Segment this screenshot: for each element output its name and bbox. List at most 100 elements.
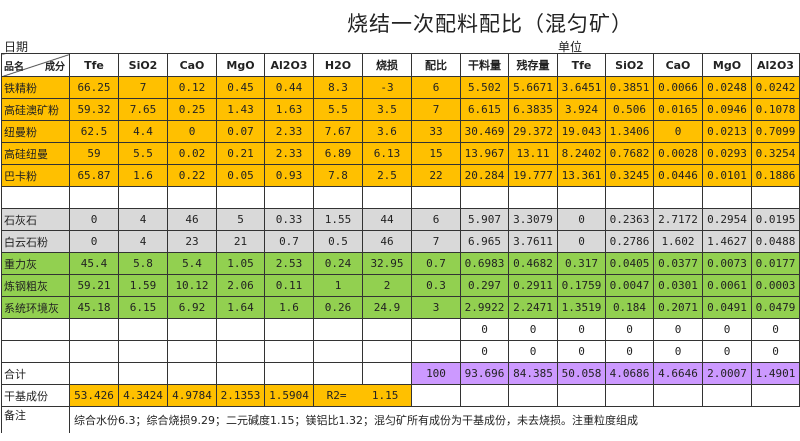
- value-cell[interactable]: [167, 186, 217, 209]
- value-cell[interactable]: 0.44: [264, 76, 314, 99]
- value-cell[interactable]: 0.1886: [751, 164, 800, 187]
- value-cell[interactable]: 0.0073: [702, 252, 752, 275]
- value-cell[interactable]: 46: [362, 230, 412, 253]
- value-cell[interactable]: 19.777: [508, 164, 558, 187]
- value-cell[interactable]: [362, 318, 412, 341]
- value-cell[interactable]: 29.372: [508, 120, 558, 143]
- value-cell[interactable]: 0.0301: [653, 274, 703, 297]
- value-cell[interactable]: 0.0242: [751, 76, 800, 99]
- material-name-cell[interactable]: 炼钢粗灰: [1, 274, 70, 297]
- value-cell[interactable]: 0.0488: [751, 230, 800, 253]
- value-cell[interactable]: 24.9: [362, 296, 412, 319]
- value-cell[interactable]: 5.4: [167, 252, 217, 275]
- value-cell[interactable]: 0: [653, 340, 703, 363]
- column-header[interactable]: Tfe: [69, 53, 119, 77]
- value-cell[interactable]: 0.0047: [605, 274, 654, 297]
- material-name-cell[interactable]: 石灰石: [1, 208, 70, 231]
- value-cell[interactable]: 2.2471: [508, 296, 558, 319]
- value-cell[interactable]: 0: [557, 318, 606, 341]
- value-cell[interactable]: [411, 186, 461, 209]
- value-cell[interactable]: 13.967: [460, 142, 509, 165]
- value-cell[interactable]: 0.0377: [653, 252, 703, 275]
- value-cell[interactable]: [264, 340, 314, 363]
- value-cell[interactable]: 1.05: [216, 252, 265, 275]
- value-cell[interactable]: [69, 186, 119, 209]
- value-cell[interactable]: 2: [362, 274, 412, 297]
- material-name-cell[interactable]: 系统环境灰: [1, 296, 70, 319]
- value-cell[interactable]: 0.0405: [605, 252, 654, 275]
- value-cell[interactable]: 0: [557, 208, 606, 231]
- value-cell[interactable]: 7: [411, 98, 461, 121]
- value-cell[interactable]: 0: [557, 230, 606, 253]
- value-cell[interactable]: 4.4: [118, 120, 168, 143]
- value-cell[interactable]: [313, 318, 363, 341]
- value-cell[interactable]: 0.2954: [702, 208, 752, 231]
- material-name-cell[interactable]: 白云石粉: [1, 230, 70, 253]
- material-name-cell[interactable]: 高硅纽曼: [1, 142, 70, 165]
- value-cell[interactable]: 6.965: [460, 230, 509, 253]
- value-cell[interactable]: [411, 318, 461, 341]
- total-value-cell[interactable]: 84.385: [508, 362, 558, 385]
- total-value-cell[interactable]: 50.058: [557, 362, 606, 385]
- value-cell[interactable]: 0.33: [264, 208, 314, 231]
- value-cell[interactable]: 2.5: [362, 164, 412, 187]
- value-cell[interactable]: 0: [460, 340, 509, 363]
- remarks-text[interactable]: 综合水份6.3；综合烧损9.29；二元碱度1.15；镁铝比1.32；混匀矿所有成…: [69, 406, 800, 433]
- value-cell[interactable]: 59.21: [69, 274, 119, 297]
- value-cell[interactable]: [605, 186, 654, 209]
- value-cell[interactable]: 2.33: [264, 142, 314, 165]
- value-cell[interactable]: 6: [411, 76, 461, 99]
- column-header[interactable]: H2O: [313, 53, 363, 77]
- value-cell[interactable]: 5: [216, 208, 265, 231]
- value-cell[interactable]: 2.7172: [653, 208, 703, 231]
- dry-basis-value-cell[interactable]: 4.9784: [167, 384, 217, 407]
- value-cell[interactable]: 0.0213: [702, 120, 752, 143]
- value-cell[interactable]: 0.506: [605, 98, 654, 121]
- value-cell[interactable]: [557, 186, 606, 209]
- total-value-cell[interactable]: 100: [411, 362, 461, 385]
- value-cell[interactable]: 7: [411, 230, 461, 253]
- value-cell[interactable]: [69, 318, 119, 341]
- material-name-cell[interactable]: [1, 340, 70, 363]
- value-cell[interactable]: 3.7611: [508, 230, 558, 253]
- value-cell[interactable]: [751, 186, 800, 209]
- value-cell[interactable]: 0.26: [313, 296, 363, 319]
- value-cell[interactable]: 62.5: [69, 120, 119, 143]
- value-cell[interactable]: 0.21: [216, 142, 265, 165]
- empty-cell[interactable]: [653, 384, 703, 407]
- value-cell[interactable]: 6.3835: [508, 98, 558, 121]
- value-cell[interactable]: 1.6: [118, 164, 168, 187]
- value-cell[interactable]: 5.502: [460, 76, 509, 99]
- value-cell[interactable]: 1.6: [264, 296, 314, 319]
- value-cell[interactable]: [264, 186, 314, 209]
- value-cell[interactable]: 45.18: [69, 296, 119, 319]
- column-header[interactable]: MgO: [702, 53, 752, 77]
- value-cell[interactable]: 0.0061: [702, 274, 752, 297]
- value-cell[interactable]: [69, 340, 119, 363]
- value-cell[interactable]: 0.0003: [751, 274, 800, 297]
- value-cell[interactable]: [216, 318, 265, 341]
- value-cell[interactable]: [216, 186, 265, 209]
- total-value-cell[interactable]: [362, 362, 412, 385]
- value-cell[interactable]: 5.8: [118, 252, 168, 275]
- value-cell[interactable]: 59: [69, 142, 119, 165]
- value-cell[interactable]: -3: [362, 76, 412, 99]
- value-cell[interactable]: 5.5: [313, 98, 363, 121]
- value-cell[interactable]: [508, 186, 558, 209]
- total-value-cell[interactable]: [264, 362, 314, 385]
- value-cell[interactable]: 5.6671: [508, 76, 558, 99]
- value-cell[interactable]: 1.3519: [557, 296, 606, 319]
- material-name-cell[interactable]: 高硅澳矿粉: [1, 98, 70, 121]
- column-header[interactable]: MgO: [216, 53, 265, 77]
- value-cell[interactable]: [460, 186, 509, 209]
- value-cell[interactable]: 0: [605, 318, 654, 341]
- value-cell[interactable]: 0.3254: [751, 142, 800, 165]
- value-cell[interactable]: 1.64: [216, 296, 265, 319]
- value-cell[interactable]: 5.907: [460, 208, 509, 231]
- value-cell[interactable]: 0.2363: [605, 208, 654, 231]
- value-cell[interactable]: 0.24: [313, 252, 363, 275]
- value-cell[interactable]: 0: [508, 318, 558, 341]
- value-cell[interactable]: 10.12: [167, 274, 217, 297]
- value-cell[interactable]: 1.63: [264, 98, 314, 121]
- value-cell[interactable]: 0.184: [605, 296, 654, 319]
